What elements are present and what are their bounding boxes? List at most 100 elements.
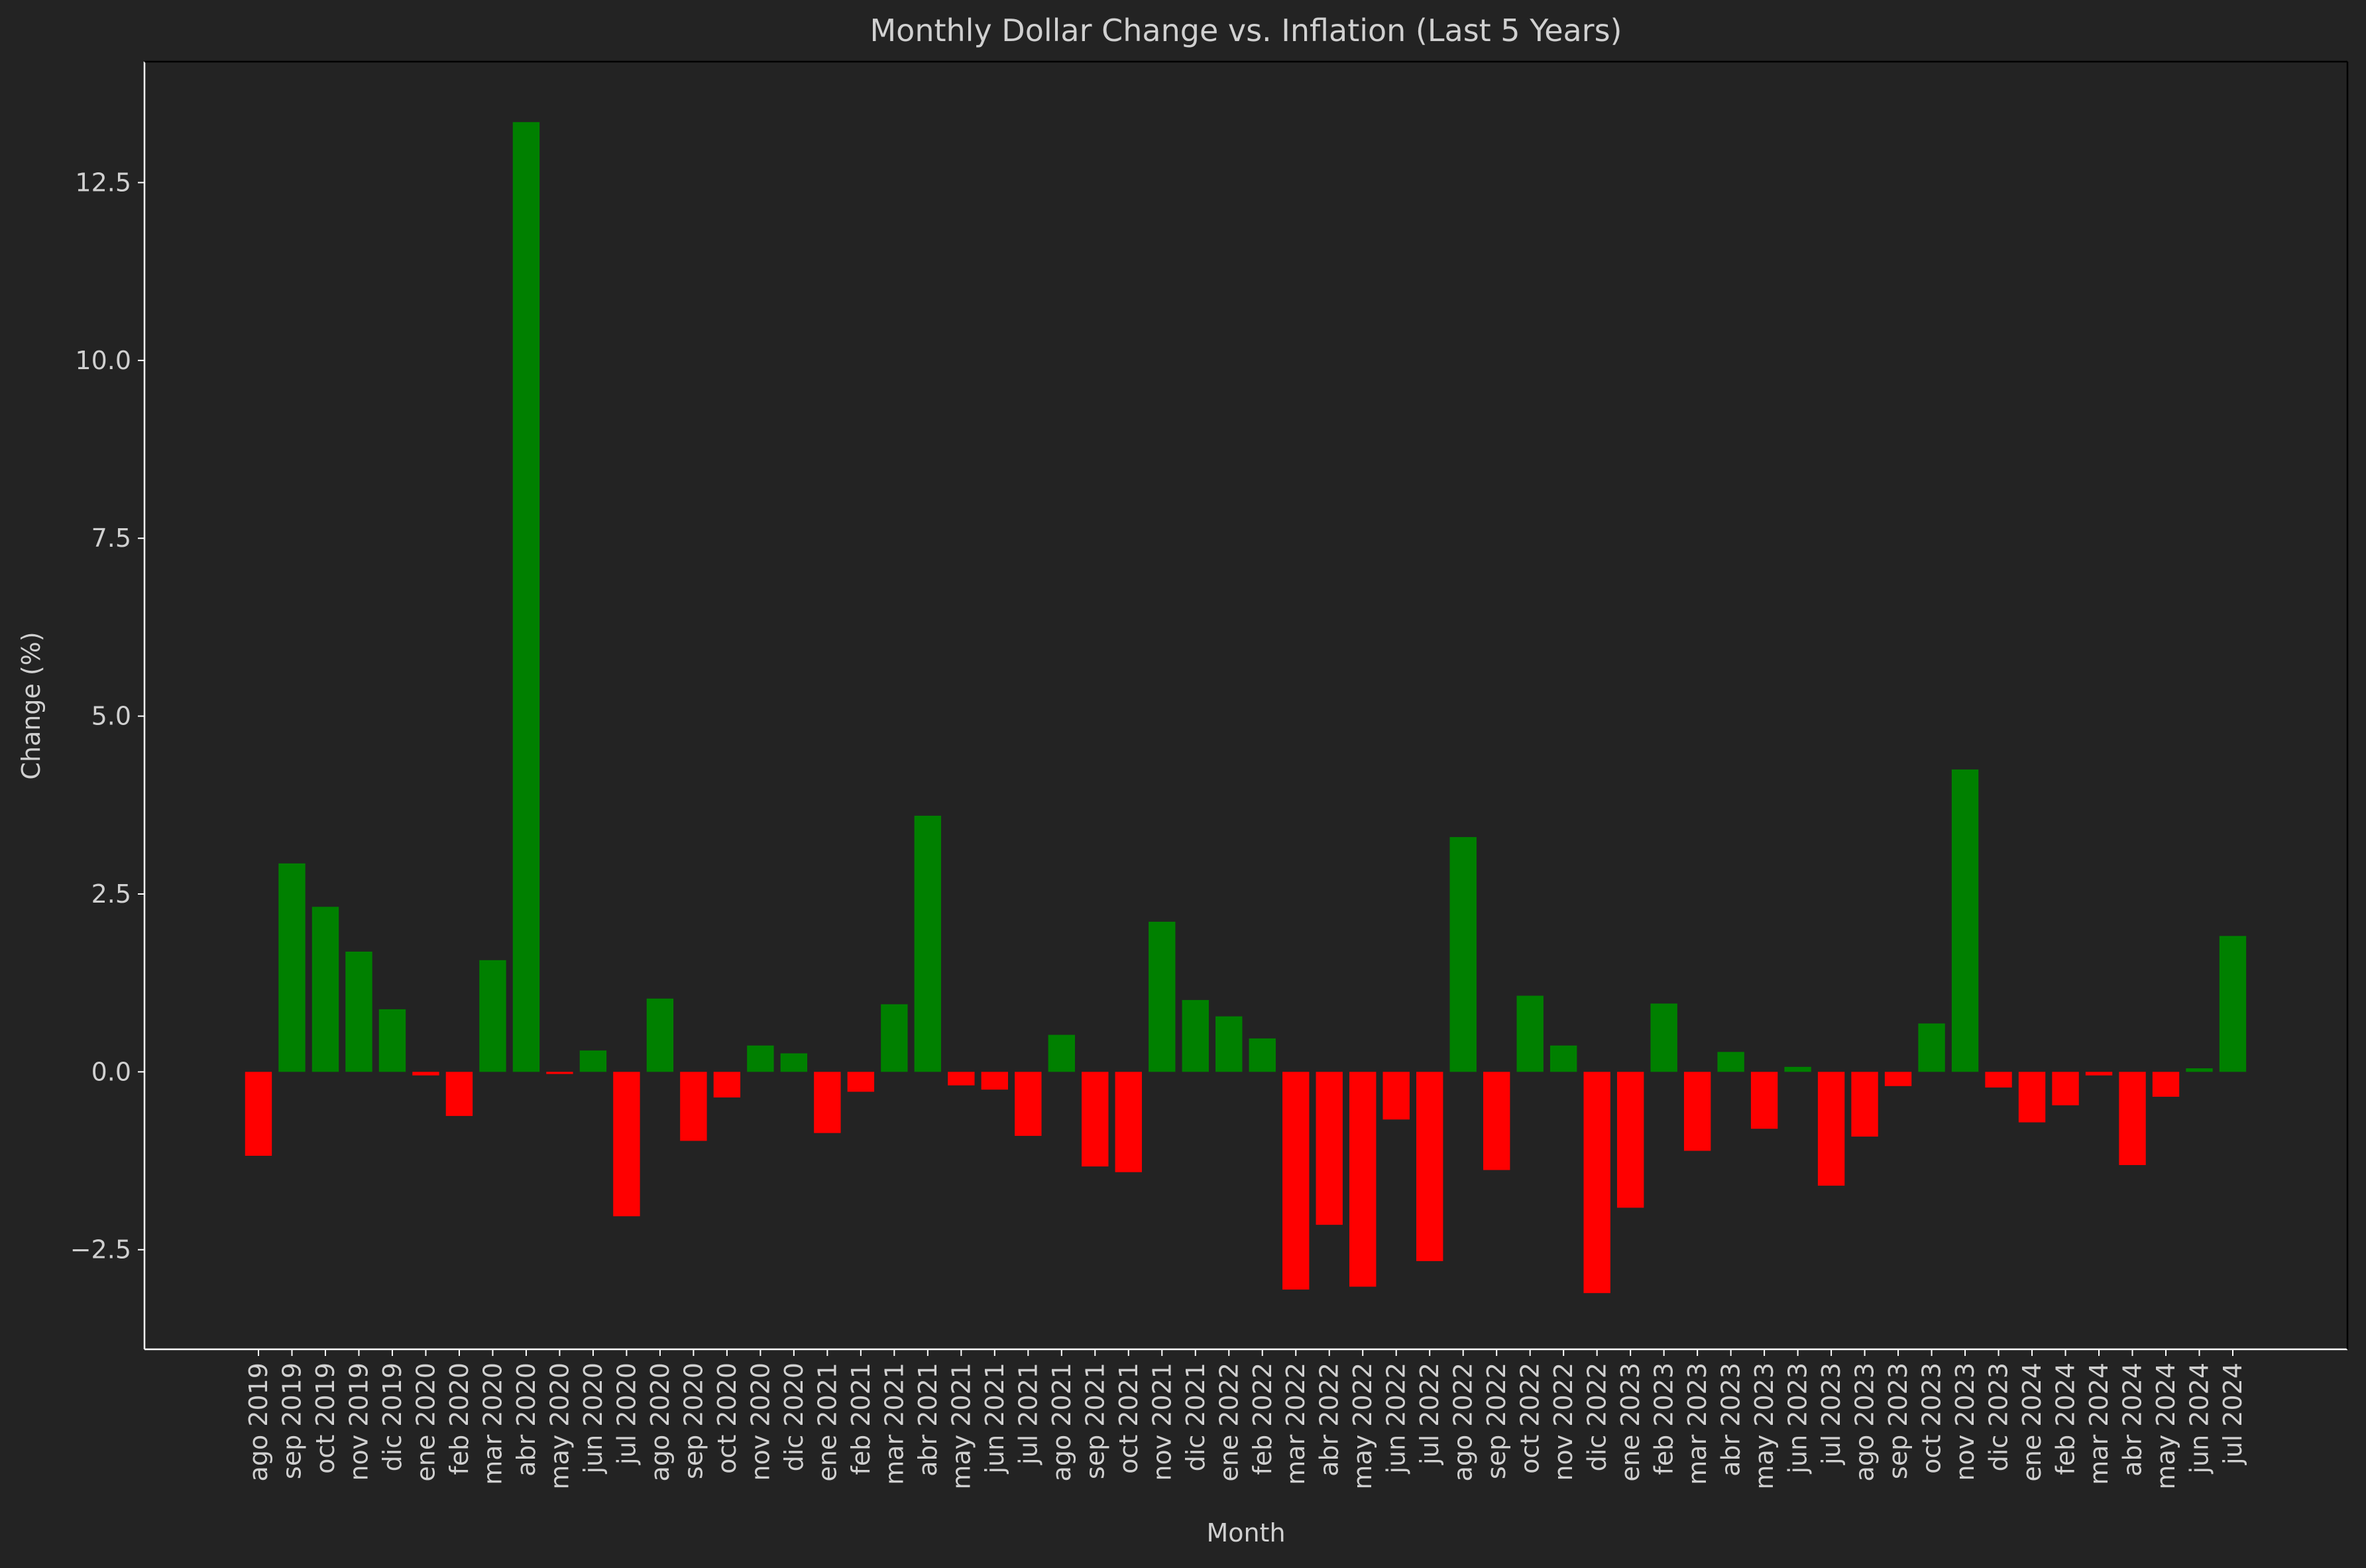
y-tick-label: 7.5 xyxy=(91,524,131,553)
y-ticks-group: −2.5 0.0 2.5 5.0 7.5 10.0 12.5 xyxy=(70,168,144,1264)
bar xyxy=(1951,769,1979,1072)
bar xyxy=(479,960,506,1072)
x-tick-label: feb 2022 xyxy=(1248,1363,1277,1475)
plot-area: −2.5 0.0 2.5 5.0 7.5 10.0 12.5 ago 2019 sep 201… xyxy=(70,60,2349,1490)
bar xyxy=(747,1045,774,1072)
bar xyxy=(680,1072,707,1141)
x-tick-label: nov 2021 xyxy=(1147,1363,1176,1481)
x-tick-label: abr 2024 xyxy=(2118,1363,2147,1477)
x-tick-label: nov 2022 xyxy=(1549,1363,1578,1481)
x-tick-label: oct 2021 xyxy=(1114,1363,1143,1474)
x-tick-label: ago 2022 xyxy=(1449,1363,1478,1481)
bar xyxy=(1583,1072,1610,1294)
x-tick-label: may 2024 xyxy=(2151,1363,2180,1490)
x-ticks-group: ago 2019 sep 2019 oct 2019 nov 2019 dic 2019… xyxy=(244,1349,2247,1490)
bar xyxy=(1149,921,1176,1072)
x-tick-label: abr 2022 xyxy=(1315,1363,1344,1477)
bar xyxy=(2186,1068,2213,1072)
bar xyxy=(914,815,942,1072)
x-tick-label: oct 2022 xyxy=(1516,1363,1545,1474)
x-tick-label: ene 2021 xyxy=(813,1363,842,1482)
bar xyxy=(378,1009,406,1072)
x-tick-label: jul 2021 xyxy=(1013,1363,1042,1465)
x-tick-label: jun 2021 xyxy=(980,1363,1009,1475)
bar xyxy=(1516,995,1544,1072)
bar xyxy=(1082,1072,1109,1167)
x-tick-label: dic 2020 xyxy=(779,1363,809,1471)
bar xyxy=(1015,1072,1042,1136)
bar xyxy=(1249,1038,1276,1072)
bar xyxy=(1650,1003,1677,1072)
bar xyxy=(345,951,372,1072)
bar xyxy=(1282,1072,1310,1290)
x-tick-label: feb 2024 xyxy=(2051,1363,2080,1475)
bar xyxy=(2085,1072,2113,1076)
x-tick-label: sep 2022 xyxy=(1482,1363,1511,1479)
bar xyxy=(1985,1072,2012,1088)
x-tick-label: sep 2019 xyxy=(277,1363,306,1479)
x-tick-label: may 2022 xyxy=(1348,1363,1377,1490)
x-tick-label: nov 2019 xyxy=(344,1363,373,1481)
x-tick-label: jul 2022 xyxy=(1415,1363,1444,1465)
x-tick-label: ago 2019 xyxy=(244,1363,273,1481)
bar xyxy=(1215,1016,1243,1072)
bar xyxy=(278,863,306,1072)
bar xyxy=(2219,936,2247,1072)
bar xyxy=(2018,1072,2046,1123)
y-tick-label: 5.0 xyxy=(91,702,131,731)
bar xyxy=(948,1072,975,1086)
bar xyxy=(1048,1035,1075,1072)
bar xyxy=(646,998,674,1072)
x-tick-label: feb 2020 xyxy=(445,1363,474,1475)
bar xyxy=(981,1072,1009,1090)
bar xyxy=(1683,1072,1711,1151)
x-tick-label: jun 2022 xyxy=(1382,1363,1411,1475)
x-tick-label: dic 2021 xyxy=(1181,1363,1210,1471)
x-tick-label: oct 2023 xyxy=(1917,1363,1946,1474)
x-tick-label: ene 2024 xyxy=(2017,1363,2047,1482)
bar xyxy=(1549,1045,1577,1072)
bar xyxy=(1884,1072,1912,1086)
bar xyxy=(579,1050,607,1072)
bar xyxy=(814,1072,841,1133)
bar xyxy=(847,1072,875,1092)
y-axis-label: Change (%) xyxy=(17,632,46,779)
x-tick-label: jul 2024 xyxy=(2218,1363,2247,1465)
x-tick-label: dic 2023 xyxy=(1984,1363,2013,1471)
y-tick-label: 2.5 xyxy=(91,879,131,909)
bar xyxy=(1616,1072,1644,1208)
bar xyxy=(1483,1072,1510,1170)
y-tick-label: 12.5 xyxy=(75,168,131,197)
bar xyxy=(546,1072,573,1074)
bar xyxy=(1115,1072,1142,1172)
chart-title: Monthly Dollar Change vs. Inflation (Las… xyxy=(870,13,1622,48)
x-tick-label: jul 2023 xyxy=(1817,1363,1846,1465)
x-tick-label: mar 2024 xyxy=(2084,1363,2113,1485)
bar xyxy=(512,122,540,1072)
bar xyxy=(1449,837,1477,1072)
y-tick-label: 0.0 xyxy=(91,1057,131,1086)
bar xyxy=(2052,1072,2079,1105)
x-tick-label: ene 2022 xyxy=(1214,1363,1243,1482)
bar xyxy=(2152,1072,2180,1097)
x-tick-label: feb 2023 xyxy=(1650,1363,1679,1475)
x-tick-label: jul 2020 xyxy=(612,1363,641,1465)
bar xyxy=(1349,1072,1377,1287)
x-tick-label: abr 2023 xyxy=(1717,1363,1746,1477)
y-tick-label: −2.5 xyxy=(70,1235,131,1264)
x-tick-label: may 2021 xyxy=(946,1363,976,1490)
bar xyxy=(1750,1072,1778,1129)
x-tick-label: may 2020 xyxy=(545,1363,574,1490)
bar xyxy=(1918,1023,1945,1072)
x-tick-label: ene 2020 xyxy=(411,1363,440,1482)
x-tick-label: ago 2020 xyxy=(646,1363,675,1481)
bars-group xyxy=(245,122,2247,1294)
y-tick-label: 10.0 xyxy=(75,346,131,375)
x-tick-label: feb 2021 xyxy=(846,1363,875,1475)
bar xyxy=(412,1072,439,1076)
x-tick-label: sep 2021 xyxy=(1080,1363,1109,1479)
x-tick-label: mar 2022 xyxy=(1281,1363,1310,1485)
bar xyxy=(881,1004,908,1072)
x-tick-label: ago 2021 xyxy=(1047,1363,1076,1481)
